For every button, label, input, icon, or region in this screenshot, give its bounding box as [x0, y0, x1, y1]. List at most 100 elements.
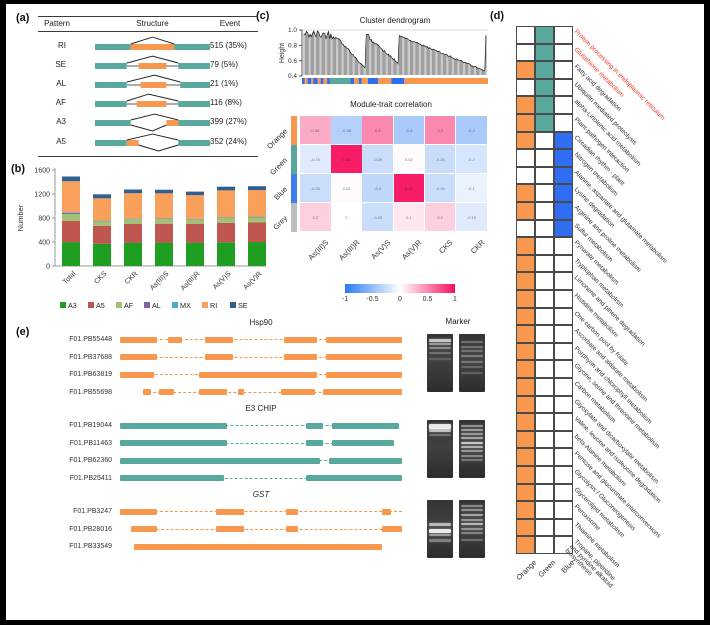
pathway-cell: [535, 96, 554, 114]
isoform-label: F01.PB28016: [69, 525, 112, 533]
x-tick-label: CKR: [124, 270, 139, 285]
cell-value: -0.4: [405, 127, 413, 133]
exon-block: [328, 457, 402, 464]
legend-swatch-SE: [230, 302, 236, 308]
pathway-cell: [535, 466, 554, 484]
gel-band: [460, 372, 484, 375]
rect-shape: [166, 120, 179, 126]
pathway-cell: [535, 78, 554, 97]
pathway-cell: [516, 501, 535, 519]
module-row-strip: [291, 145, 297, 174]
pathway-cell: [535, 360, 554, 378]
rect-shape: [178, 140, 210, 146]
isoform-label: F01.PB62360: [69, 457, 112, 464]
pathway-cell: [535, 237, 554, 255]
dendrogram-title: Cluster dendrogram: [360, 16, 431, 25]
pathway-cell: [535, 342, 554, 361]
cell-value: -0.25: [373, 214, 383, 220]
path-shape: [126, 133, 179, 141]
isoform-diagram: [120, 543, 402, 551]
intron-line: [120, 477, 402, 479]
panel-d-label: (d): [490, 10, 505, 22]
pattern-name: SE: [55, 60, 66, 69]
exon-block: [204, 336, 233, 343]
pathway-cell: [535, 378, 554, 396]
gel-band: [460, 428, 484, 431]
pathway-cell: [554, 360, 573, 378]
pathway-cell: [516, 395, 535, 414]
pathway-cell: [554, 96, 573, 114]
isoform-diagram: [120, 354, 402, 362]
y-tick-label: 400: [38, 240, 50, 247]
rect-shape: [95, 120, 131, 126]
colorbar: [345, 284, 455, 293]
rect-shape: [180, 82, 210, 88]
rect-shape: [126, 140, 139, 146]
module-row-strip: [291, 203, 297, 232]
exon-block: [323, 389, 402, 395]
heatmap-cell: -0.1: [456, 174, 487, 203]
gel-band: [460, 432, 484, 435]
isoform-diagram: [120, 440, 402, 448]
x-tick-label: CKS: [93, 270, 108, 285]
path-shape: [138, 144, 179, 152]
exon-block: [325, 336, 402, 343]
module-trait-title: Module-trait correlation: [350, 100, 432, 109]
bar-segment-RI: [217, 190, 235, 218]
pathway-cell: [516, 518, 535, 537]
pattern-name: A3: [56, 117, 66, 126]
bar-segment-A5: [186, 224, 204, 243]
pathway-cell: [554, 413, 573, 431]
bar-segment-AF: [124, 219, 142, 224]
pathway-cell: [516, 290, 535, 308]
height-axis-label: Height: [279, 43, 286, 63]
gel-band: [428, 346, 452, 349]
isoform-label: F01.PB63819: [69, 371, 112, 378]
cell-value: 0.02: [404, 156, 413, 162]
intron-line: [131, 528, 402, 530]
height-tick-label: 1.0: [288, 27, 297, 34]
heatmap-cell: -0.4: [393, 116, 425, 145]
exon-block: [120, 457, 321, 464]
pathway-cell: [554, 254, 573, 273]
legend-label-AL: AL: [152, 301, 161, 310]
pathway-cell: [535, 184, 554, 202]
module-strip-segment: [311, 78, 314, 84]
module-strip-segment: [378, 78, 392, 84]
pathway-cell: [554, 272, 573, 290]
pathway-cell: [554, 430, 573, 449]
module-strip-segment: [361, 78, 369, 84]
pathway-cell: [535, 395, 554, 414]
gel-band: [428, 342, 452, 345]
bar-segment-RI: [155, 193, 173, 219]
pathway-cell: [554, 325, 573, 343]
exon-block: [134, 543, 383, 550]
cell-value: 0.95: [404, 185, 413, 191]
exon-block: [286, 508, 298, 515]
event-count: 515 (35%): [210, 41, 247, 50]
cell-value: 0.35: [311, 127, 320, 133]
pattern-name: A5: [56, 137, 66, 146]
module-strip-segment: [302, 78, 305, 84]
rect-shape: [95, 44, 131, 50]
pathway-cell: [516, 254, 535, 273]
height-tick-label: 0.6: [288, 58, 297, 65]
pathway-cell: [554, 536, 573, 554]
bar-segment-AL: [248, 216, 266, 218]
cell-value: 0.02: [342, 185, 351, 191]
heatmap-cell: 0.95: [331, 145, 362, 174]
heatmap-cell: 0: [331, 203, 362, 232]
pathway-cell: [554, 501, 573, 519]
pathway-cell: [516, 272, 535, 290]
pathway-cell: [516, 184, 535, 202]
isoform-label: F01.PB25411: [69, 474, 112, 482]
heatmap-cell: 0.5: [424, 116, 456, 145]
module-strip-segment: [317, 78, 321, 84]
cell-value: 0.95: [342, 156, 351, 162]
gel-band: [460, 450, 484, 453]
pathway-cell: [554, 290, 573, 308]
heatmap-cell: -0.35: [331, 116, 362, 145]
bar-segment-A3: [124, 242, 142, 266]
exon-block: [159, 389, 174, 395]
legend-label-AF: AF: [124, 301, 134, 310]
